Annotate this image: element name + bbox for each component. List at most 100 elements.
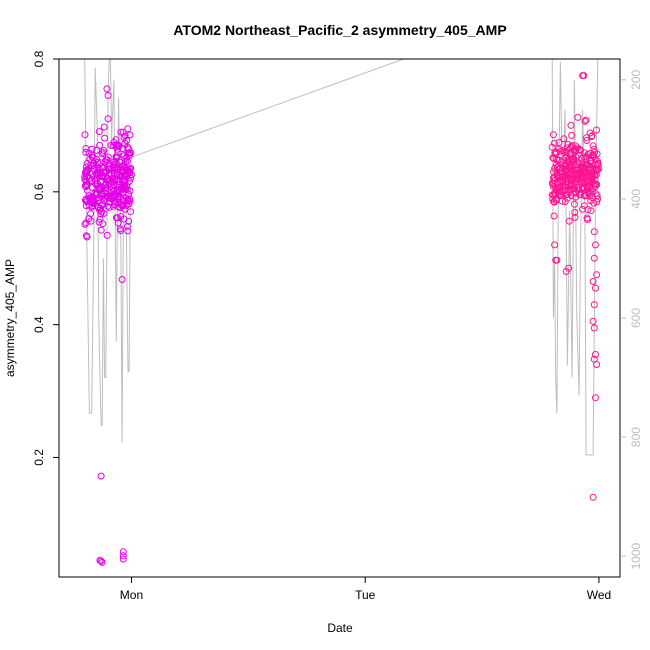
- data-point: [82, 219, 90, 227]
- data-point: [556, 164, 564, 172]
- data-point: [93, 191, 101, 198]
- y-tick-label: 0.4: [32, 316, 46, 333]
- data-point: [594, 157, 601, 165]
- y-tick-label: 0.2: [32, 449, 46, 466]
- data-point: [552, 184, 560, 192]
- data-point: [550, 139, 558, 147]
- data-point: [588, 178, 596, 186]
- data-point: [113, 161, 121, 169]
- data-point: [104, 115, 112, 123]
- data-point: [101, 134, 109, 142]
- data-point: [577, 190, 584, 198]
- y-tick-label: 0.8: [32, 50, 46, 67]
- data-point: [560, 149, 568, 157]
- data-point: [550, 177, 558, 185]
- data-point: [89, 154, 97, 162]
- data-point: [119, 548, 127, 556]
- data-points: [81, 72, 603, 566]
- data-point: [83, 167, 91, 175]
- data-point: [554, 157, 562, 164]
- data-point: [94, 159, 102, 166]
- data-point: [584, 216, 591, 223]
- data-point: [97, 226, 105, 234]
- data-point: [579, 205, 586, 213]
- data-point: [127, 208, 135, 216]
- x-axis-label: Date: [327, 621, 353, 635]
- data-point: [114, 219, 122, 227]
- data-point: [563, 144, 571, 152]
- data-point: [592, 241, 599, 249]
- data-point: [126, 131, 134, 139]
- data-point: [87, 217, 95, 225]
- data-point: [125, 217, 133, 225]
- data-point: [121, 132, 129, 140]
- data-point: [118, 276, 126, 283]
- data-point: [549, 131, 557, 139]
- data-point: [551, 150, 559, 158]
- data-point: [577, 168, 585, 176]
- data-point: [565, 264, 573, 272]
- data-point: [119, 552, 127, 560]
- data-point: [83, 233, 91, 241]
- data-point: [586, 149, 594, 157]
- data-point: [569, 154, 577, 162]
- data-point: [584, 206, 592, 214]
- data-point: [565, 162, 573, 170]
- data-point: [119, 145, 126, 153]
- data-point: [103, 85, 111, 93]
- data-point: [582, 116, 590, 124]
- data-point: [590, 301, 598, 309]
- data-point: [562, 170, 569, 178]
- data-point: [580, 160, 588, 168]
- right-tick-label: 200: [629, 70, 643, 90]
- chart-title: ATOM2 Northeast_Pacific_2 asymmetry_405_…: [173, 22, 506, 38]
- depth-line-segment: [84, 59, 110, 426]
- data-point: [81, 220, 89, 228]
- data-point: [590, 228, 598, 236]
- data-point: [93, 190, 101, 197]
- data-point: [95, 204, 103, 212]
- data-point: [592, 351, 599, 358]
- data-point: [590, 324, 598, 332]
- right-tick-label: 400: [629, 189, 643, 209]
- data-point: [100, 123, 108, 131]
- data-point: [88, 183, 96, 191]
- y-axis: 0.2 0.4 0.6 0.8: [32, 50, 59, 466]
- data-point: [553, 256, 561, 264]
- data-point: [119, 167, 127, 174]
- data-point: [119, 185, 127, 193]
- data-point: [95, 218, 103, 226]
- data-point: [88, 145, 96, 153]
- data-point: [119, 202, 127, 209]
- data-point: [591, 148, 599, 156]
- data-point: [82, 148, 90, 156]
- data-point: [571, 213, 579, 221]
- data-point: [103, 231, 111, 239]
- data-point: [573, 166, 581, 174]
- data-point: [551, 241, 559, 249]
- data-point: [557, 191, 565, 199]
- data-point: [122, 202, 130, 209]
- data-point: [109, 174, 116, 182]
- data-point: [126, 177, 133, 185]
- data-point: [92, 177, 100, 185]
- data-point: [82, 180, 90, 188]
- x-tick-label: Tue: [355, 588, 376, 602]
- data-point: [570, 200, 578, 208]
- data-point: [561, 198, 569, 206]
- data-point: [96, 165, 103, 173]
- data-point: [549, 174, 557, 182]
- data-point: [101, 189, 109, 196]
- data-point: [105, 203, 113, 211]
- data-point: [112, 153, 120, 161]
- depth-line-segment: [131, 59, 406, 158]
- data-point: [108, 167, 116, 175]
- x-tick-label: Mon: [120, 588, 143, 602]
- data-point: [550, 212, 558, 220]
- data-point: [124, 125, 132, 133]
- data-point: [554, 191, 562, 199]
- data-point: [583, 137, 591, 144]
- data-point: [107, 191, 115, 199]
- data-point: [98, 558, 106, 566]
- data-point: [124, 197, 132, 205]
